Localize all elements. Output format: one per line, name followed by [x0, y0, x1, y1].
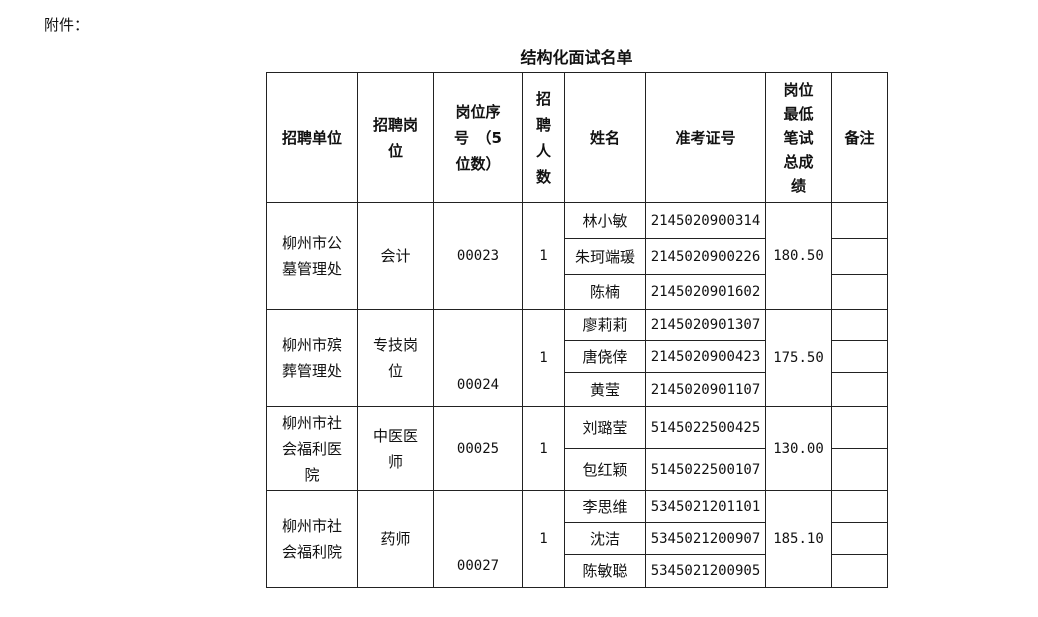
attachment-label: 附件：: [44, 16, 90, 34]
exam-id-cell: 5345021201101: [645, 490, 766, 523]
post-cell: 中医医 师: [357, 406, 434, 491]
unit-cell: 柳州市公 墓管理处: [266, 202, 358, 310]
exam-id-cell: 2145020901307: [645, 309, 766, 341]
remarks-cell: [831, 274, 888, 310]
post-code-cell: 00023: [433, 202, 523, 310]
remarks-cell: [831, 490, 888, 523]
header-cell: 岗位 最低 笔试 总成 绩: [765, 72, 832, 203]
name-cell: 陈楠: [564, 274, 646, 310]
exam-id-cell: 2145020901602: [645, 274, 766, 310]
post-cell: 专技岗 位: [357, 309, 434, 407]
exam-id-cell: 2145020900314: [645, 202, 766, 239]
exam-id-cell: 2145020901107: [645, 372, 766, 407]
header-cell: 准考证号: [645, 72, 766, 203]
table-row: 柳州市殡 葬管理处 专技岗 位 00024 1 廖莉莉 2145020901307 175.…: [266, 309, 888, 407]
interview-list-table: 招聘单位 招聘岗 位 岗位序 号 （5 位数） 招 聘 人 数 姓名 准考证号 …: [266, 72, 888, 588]
remarks-cell: [831, 238, 888, 275]
table-row: 唐侥倖 2145020900423: [267, 340, 888, 373]
table-row: 朱珂端瑗 2145020900226: [267, 238, 888, 275]
count-cell: 1: [522, 309, 565, 407]
header-cell: 招聘岗 位: [357, 72, 434, 203]
page-title: 结构化面试名单: [520, 48, 633, 67]
exam-id-cell: 5145022500107: [645, 448, 766, 491]
score-cell: 175.50: [765, 309, 832, 407]
remarks-cell: [831, 309, 888, 341]
exam-id-cell: 2145020900226: [645, 238, 766, 275]
table-row: 柳州市社 会福利院 药师 00027 1 李思维 5345021201101 185.10: [266, 490, 888, 588]
table-row: 柳州市社 会福利医 院中医医 师 00025 1 刘璐莹 5145022500425 13…: [266, 406, 888, 491]
name-cell: 唐侥倖: [564, 340, 646, 373]
post-cell: 药师: [357, 490, 434, 588]
score-cell: 130.00: [765, 406, 832, 491]
header-row: 招聘单位 招聘岗 位 岗位序 号 （5 位数） 招 聘 人 数 姓名 准考证号 …: [266, 72, 888, 203]
remarks-cell: [831, 522, 888, 555]
name-cell: 沈洁: [564, 522, 646, 555]
name-cell: 陈敏聪: [564, 554, 646, 588]
header-cell: 招 聘 人 数: [522, 72, 565, 203]
count-cell: 1: [522, 202, 565, 310]
header-cell: 招聘单位: [266, 72, 358, 203]
name-cell: 包红颖: [564, 448, 646, 491]
header-cell: 岗位序 号 （5 位数）: [433, 72, 523, 203]
table-row: 陈楠 2145020901602: [267, 274, 888, 310]
remarks-cell: [831, 406, 888, 449]
post-cell: 会计: [357, 202, 434, 310]
post-code-cell: 00024: [433, 309, 523, 407]
name-cell: 朱珂端瑗: [564, 238, 646, 275]
unit-cell: 柳州市社 会福利院: [266, 490, 358, 588]
score-cell: 185.10: [765, 490, 832, 588]
count-cell: 1: [522, 490, 565, 588]
table-row: 黄莹 2145020901107: [267, 372, 888, 407]
score-cell: 180.50: [765, 202, 832, 310]
name-cell: 黄莹: [564, 372, 646, 407]
name-cell: 廖莉莉: [564, 309, 646, 341]
exam-id-cell: 5345021200905: [645, 554, 766, 588]
exam-id-cell: 5345021200907: [645, 522, 766, 555]
table-row: 柳州市公 墓管理处 会计 00023 1 林小敏 2145020900314 180.50: [266, 202, 888, 310]
count-cell: 1: [522, 406, 565, 491]
table-row: 包红颖 5145022500107: [267, 448, 888, 491]
exam-id-cell: 5145022500425: [645, 406, 766, 449]
remarks-cell: [831, 340, 888, 373]
post-code-cell: 00025: [433, 406, 523, 491]
name-cell: 林小敏: [564, 202, 646, 239]
header-cell: 姓名: [564, 72, 646, 203]
unit-cell: 柳州市社 会福利医 院: [266, 406, 358, 491]
remarks-cell: [831, 372, 888, 407]
table-row: 陈敏聪 5345021200905: [267, 554, 888, 588]
name-cell: 刘璐莹: [564, 406, 646, 449]
post-code-cell: 00027: [433, 490, 523, 588]
name-cell: 李思维: [564, 490, 646, 523]
remarks-cell: [831, 448, 888, 491]
remarks-cell: [831, 554, 888, 588]
exam-id-cell: 2145020900423: [645, 340, 766, 373]
table-row: 沈洁 5345021200907: [267, 522, 888, 555]
header-cell: 备注: [831, 72, 888, 203]
unit-cell: 柳州市殡 葬管理处: [266, 309, 358, 407]
remarks-cell: [831, 202, 888, 239]
